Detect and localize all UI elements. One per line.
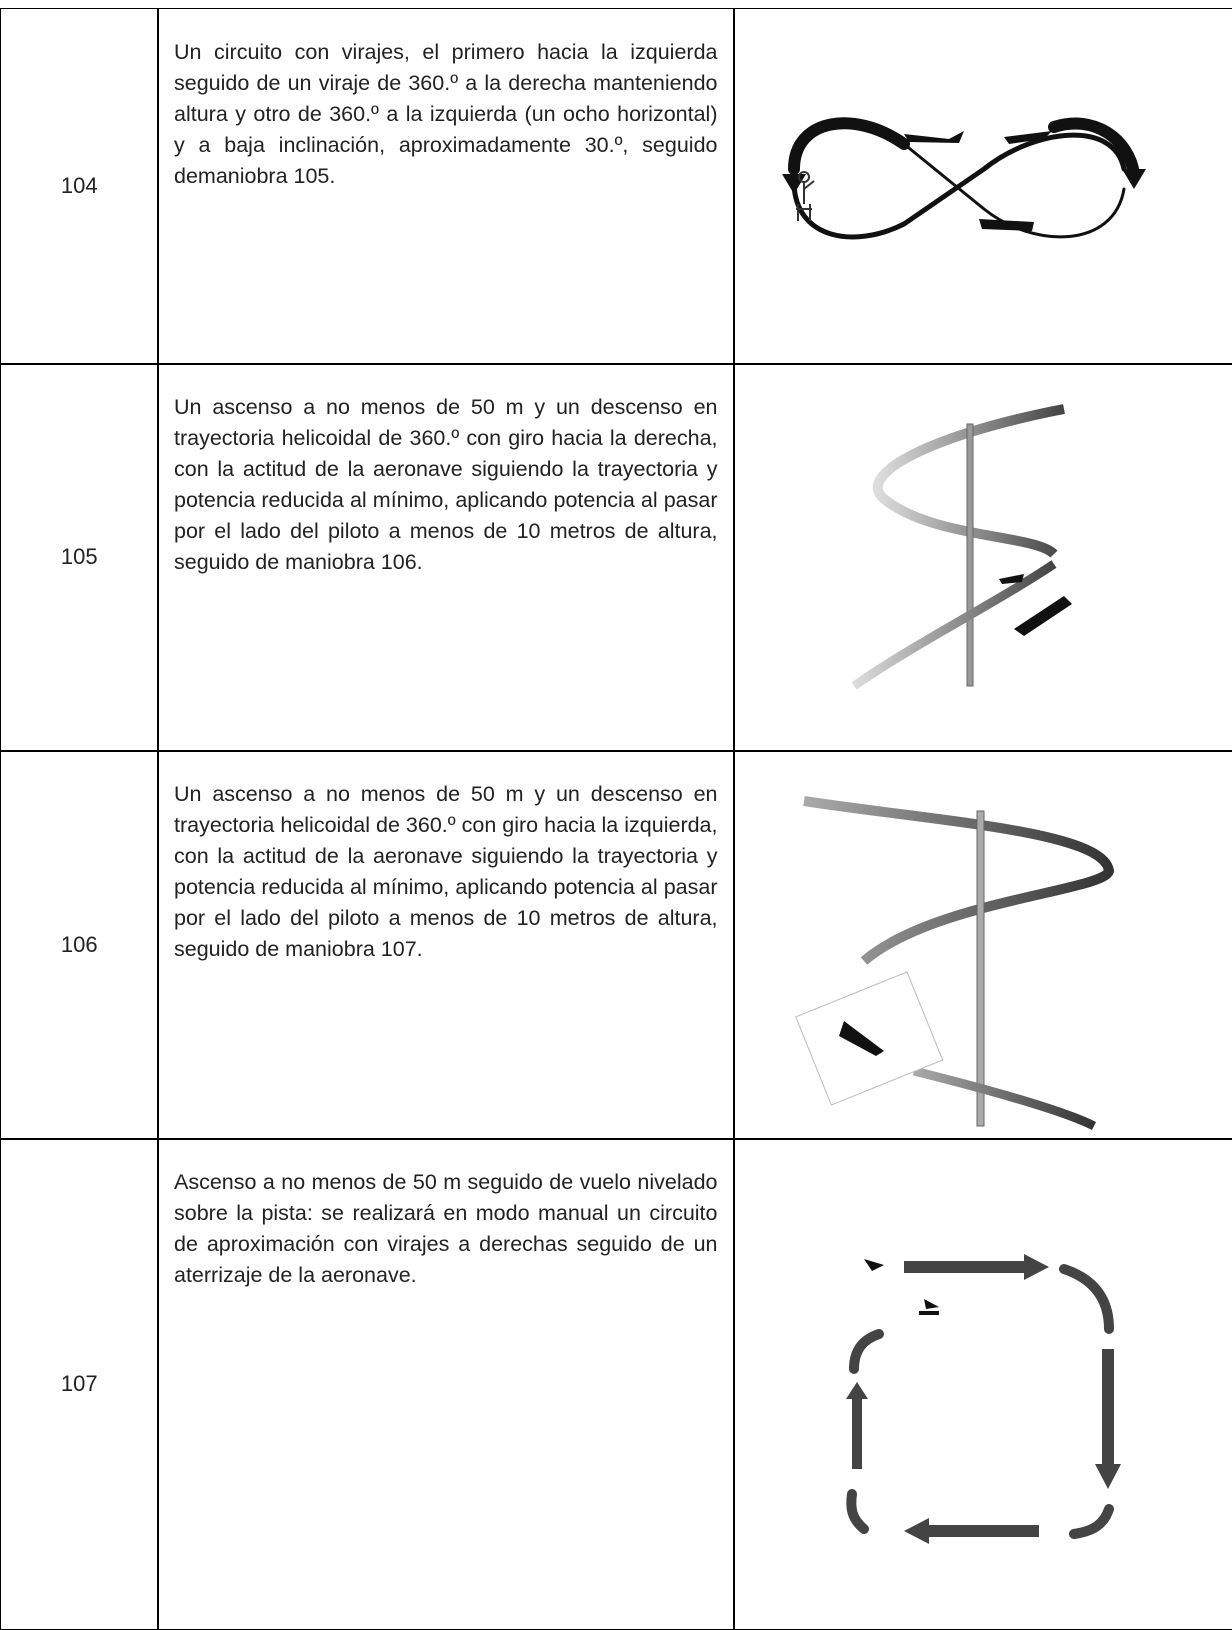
diagram-cell <box>733 8 1232 365</box>
description-cell: Ascenso a no menos de 50 m seguido de vu… <box>157 1138 735 1630</box>
number-cell: 105 <box>0 363 159 752</box>
maneuver-number: 107 <box>60 1370 98 1396</box>
maneuver-description: Un circuito con virajes, el primero haci… <box>174 40 718 188</box>
maneuver-description: Un ascenso a no menos de 50 m y un desce… <box>174 782 718 961</box>
description-cell: Un ascenso a no menos de 50 m y un desce… <box>157 363 735 752</box>
page: 104 Un circuito con virajes, el primero h… <box>0 8 1232 1630</box>
maneuver-description: Ascenso a no menos de 50 m seguido de vu… <box>174 1170 718 1287</box>
circuit-diagram <box>846 1254 1121 1544</box>
number-cell: 107 <box>0 1138 159 1630</box>
right-helix-diagram <box>851 404 1072 690</box>
maneuver-number: 105 <box>60 544 98 570</box>
maneuver-number: 106 <box>60 931 98 957</box>
maneuver-number: 104 <box>60 173 98 199</box>
diagram-cell <box>733 750 1232 1140</box>
diagram-cell <box>733 1138 1232 1630</box>
number-cell: 104 <box>0 8 159 365</box>
left-helix-diagram <box>795 796 1115 1131</box>
description-cell: Un ascenso a no menos de 50 m y un desce… <box>157 750 735 1140</box>
figure-eight-diagram <box>782 117 1146 240</box>
maneuver-description: Un ascenso a no menos de 50 m y un desce… <box>174 395 718 574</box>
number-cell: 106 <box>0 750 159 1140</box>
diagram-cell <box>733 363 1232 752</box>
description-cell: Un circuito con virajes, el primero haci… <box>157 8 735 365</box>
